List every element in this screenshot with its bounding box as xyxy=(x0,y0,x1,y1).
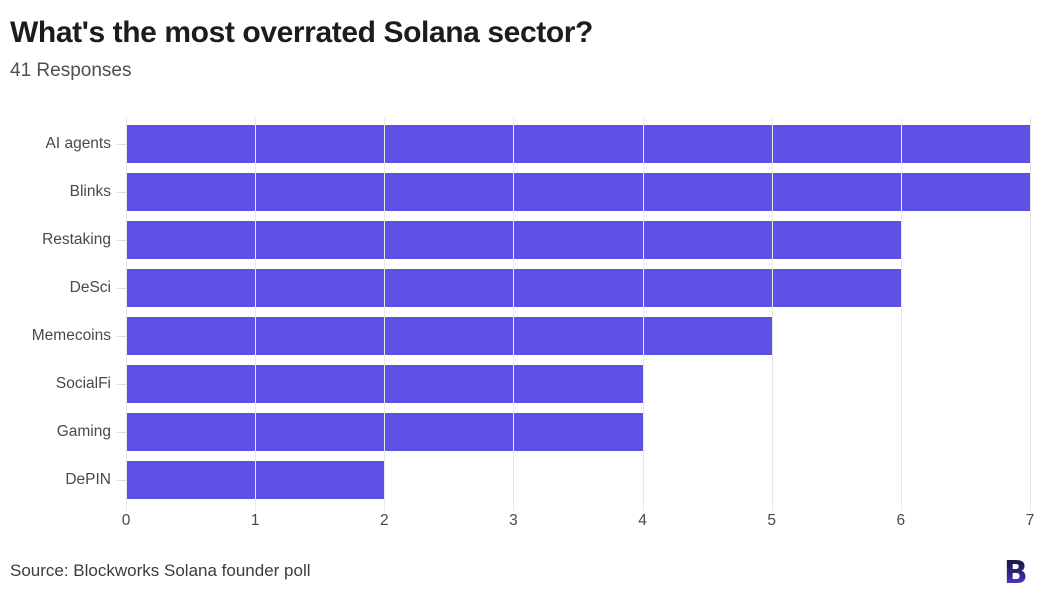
y-axis-labels: AI agents Blinks Restaking DeSci Memecoins So… xyxy=(10,120,126,504)
bar-row xyxy=(126,456,1030,504)
x-axis-tick-label: 5 xyxy=(767,512,777,530)
bar-restaking xyxy=(126,221,901,260)
y-axis-label: Restaking xyxy=(10,216,126,264)
bar-row xyxy=(126,168,1030,216)
bar-gaming xyxy=(126,413,643,452)
y-axis-label: AI agents xyxy=(10,120,126,168)
x-axis-ticks: 0 1 2 3 4 5 6 7 xyxy=(122,504,1035,534)
bar-row xyxy=(126,312,1030,360)
y-axis-label: DePIN xyxy=(10,456,126,504)
x-axis-spacer xyxy=(10,504,126,534)
x-axis-tick-label: 6 xyxy=(896,512,906,530)
footer: Source: Blockworks Solana founder poll B xyxy=(10,556,1030,586)
y-axis-label: Gaming xyxy=(10,408,126,456)
y-axis-label: SocialFi xyxy=(10,360,126,408)
bar-memecoins xyxy=(126,317,772,356)
svg-text:B: B xyxy=(1005,556,1028,586)
bar-row xyxy=(126,216,1030,264)
bar-row xyxy=(126,408,1030,456)
x-axis-tick-label: 2 xyxy=(379,512,389,530)
bar-ai-agents xyxy=(126,125,1030,164)
y-axis-label: Blinks xyxy=(10,168,126,216)
x-axis: 0 1 2 3 4 5 6 7 xyxy=(10,504,1035,534)
x-axis-tick-label: 0 xyxy=(121,512,131,530)
bar-chart: AI agents Blinks Restaking DeSci Memecoins So… xyxy=(10,118,1031,512)
bar-socialfi xyxy=(126,365,643,404)
bar-row xyxy=(126,120,1030,168)
blockworks-b-logo-icon: B xyxy=(1005,556,1028,586)
chart-subtitle: 41 Responses xyxy=(10,59,132,81)
x-axis-tick-label: 1 xyxy=(250,512,260,530)
source-text: Source: Blockworks Solana founder poll xyxy=(10,561,311,581)
x-axis-tick-label: 4 xyxy=(638,512,647,530)
y-axis-label: Memecoins xyxy=(10,312,126,360)
bar-blinks xyxy=(126,173,1030,212)
gridline xyxy=(1030,118,1031,512)
bar-desci xyxy=(126,269,901,308)
bar-row xyxy=(126,264,1030,312)
x-axis-tick-label: 7 xyxy=(1025,512,1035,530)
bar-depin xyxy=(126,461,385,500)
chart-title: What's the most overrated Solana sector? xyxy=(10,16,593,49)
y-axis-label: DeSci xyxy=(10,264,126,312)
bar-row xyxy=(126,360,1030,408)
plot-area xyxy=(126,118,1031,512)
x-axis-tick-label: 3 xyxy=(509,512,518,530)
